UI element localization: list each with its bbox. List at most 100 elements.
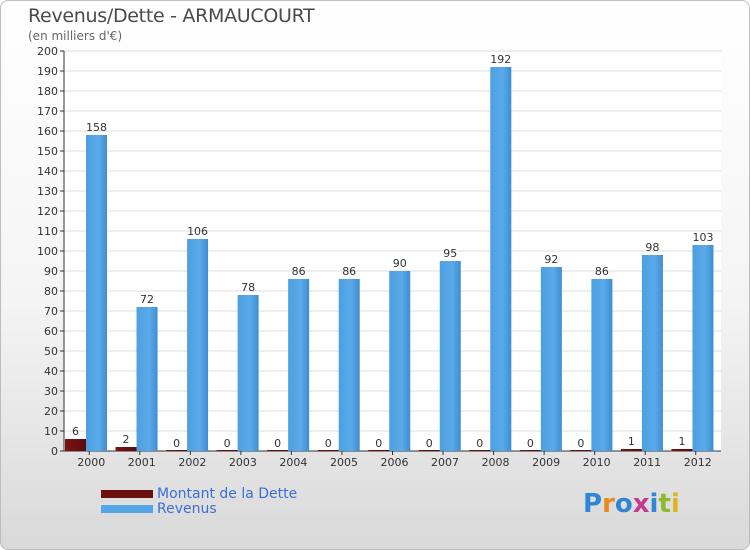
bar-dette (65, 439, 86, 451)
data-label-dette: 0 (173, 437, 180, 450)
y-tick-label: 180 (37, 85, 58, 98)
bar-dette (570, 450, 592, 451)
y-tick-label: 190 (37, 65, 58, 78)
y-tick-label: 100 (37, 245, 58, 258)
bar-dette (317, 450, 339, 451)
x-tick-label: 2004 (279, 456, 307, 469)
bar-revenus (641, 255, 663, 451)
data-label-dette: 6 (72, 425, 79, 438)
x-tick-label: 2010 (583, 456, 611, 469)
data-label-revenus: 158 (86, 121, 107, 134)
y-tick-label: 150 (37, 145, 58, 158)
bar-revenus (86, 135, 107, 451)
bar-revenus (187, 239, 209, 451)
data-label-dette: 0 (224, 437, 231, 450)
data-label-dette: 0 (426, 437, 433, 450)
y-tick-label: 130 (37, 185, 58, 198)
legend-swatch-revenus (101, 504, 153, 513)
data-label-revenus: 106 (187, 225, 208, 238)
y-tick-label: 20 (44, 405, 58, 418)
x-tick-label: 2003 (229, 456, 257, 469)
data-label-dette: 0 (527, 437, 534, 450)
bar-revenus (237, 295, 259, 451)
logo-letter: i (649, 489, 659, 519)
logo-letter: r (602, 489, 615, 519)
chart-title: Revenus/Dette - ARMAUCOURT (28, 5, 315, 27)
data-label-revenus: 90 (393, 257, 407, 270)
y-tick-label: 200 (37, 45, 58, 58)
x-tick-label: 2011 (633, 456, 661, 469)
data-label-revenus: 78 (241, 281, 255, 294)
y-tick-label: 0 (51, 445, 58, 458)
bar-revenus (338, 279, 360, 451)
bar-dette (115, 447, 137, 451)
legend-label-revenus: Revenus (157, 500, 217, 517)
chart-subtitle: (en milliers d'€) (28, 29, 123, 43)
y-tick-label: 60 (44, 325, 58, 338)
bar-revenus (439, 261, 461, 451)
bar-dette (368, 450, 390, 451)
x-tick-label: 2006 (381, 456, 409, 469)
bar-dette (418, 450, 440, 451)
data-label-revenus: 98 (645, 241, 659, 254)
data-label-revenus: 72 (140, 293, 154, 306)
data-label-dette: 1 (628, 435, 635, 448)
bar-revenus (288, 279, 310, 451)
y-tick-label: 140 (37, 165, 58, 178)
x-tick-label: 2001 (128, 456, 156, 469)
y-tick-label: 160 (37, 125, 58, 138)
y-tick-label: 70 (44, 305, 58, 318)
data-label-revenus: 192 (490, 53, 511, 66)
logo-letter: o (614, 489, 633, 519)
data-label-revenus: 92 (544, 253, 558, 266)
data-label-dette: 0 (325, 437, 332, 450)
data-label-dette: 2 (123, 433, 130, 446)
bar-dette (267, 450, 289, 451)
data-label-revenus: 103 (692, 231, 713, 244)
logo-letter: i (670, 489, 680, 519)
y-tick-label: 110 (37, 225, 58, 238)
data-label-revenus: 86 (342, 265, 356, 278)
x-tick-label: 2000 (77, 456, 105, 469)
legend: Montant de la Dette Revenus (101, 485, 298, 517)
y-tick-label: 170 (37, 105, 58, 118)
data-label-dette: 0 (577, 437, 584, 450)
bar-dette (216, 450, 238, 451)
x-tick-label: 2007 (431, 456, 459, 469)
bar-dette (620, 449, 642, 451)
logo-letter: t (658, 489, 671, 519)
logo-letter: x (632, 489, 650, 519)
data-label-revenus: 86 (292, 265, 306, 278)
bar-dette (469, 450, 491, 451)
x-tick-label: 2005 (330, 456, 358, 469)
x-tick-label: 2002 (178, 456, 206, 469)
y-tick-label: 30 (44, 385, 58, 398)
bar-dette (671, 449, 693, 451)
bar-revenus (389, 271, 411, 451)
x-tick-label: 2008 (482, 456, 510, 469)
y-tick-label: 10 (44, 425, 58, 438)
bar-revenus (591, 279, 613, 451)
legend-item-revenus: Revenus (101, 500, 297, 517)
legend-item-dette: Montant de la Dette (101, 485, 298, 502)
x-tick-label: 2012 (684, 456, 712, 469)
bar-revenus (692, 245, 714, 451)
data-label-dette: 0 (375, 437, 382, 450)
bar-dette (519, 450, 541, 451)
data-label-dette: 1 (678, 435, 685, 448)
proxiti-logo: Proxiti (583, 489, 680, 519)
bar-revenus (136, 307, 158, 451)
y-tick-label: 40 (44, 365, 58, 378)
legend-label-dette: Montant de la Dette (157, 485, 298, 502)
data-label-dette: 0 (274, 437, 281, 450)
bar-revenus (540, 267, 562, 451)
data-label-revenus: 86 (595, 265, 609, 278)
data-label-revenus: 95 (443, 247, 457, 260)
data-label-dette: 0 (476, 437, 483, 450)
x-tick-label: 2009 (532, 456, 560, 469)
bar-dette (166, 450, 188, 451)
y-tick-label: 80 (44, 285, 58, 298)
y-tick-label: 90 (44, 265, 58, 278)
